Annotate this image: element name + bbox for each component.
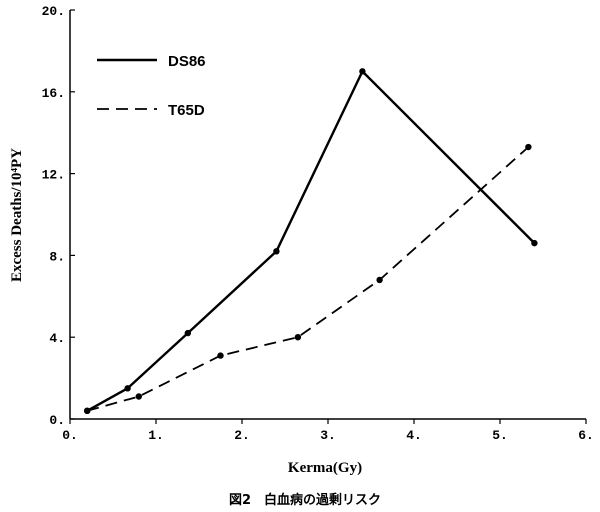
x-tick-label: 5. — [492, 428, 508, 443]
y-tick-label: 8. — [49, 249, 65, 264]
x-tick-label: 3. — [320, 428, 336, 443]
x-tick-label: 4. — [406, 428, 422, 443]
data-point-t65d — [525, 143, 532, 151]
legend: DS86 T65D — [97, 53, 206, 119]
data-point-t65d — [376, 276, 383, 284]
x-tick-label: 6. — [578, 428, 594, 443]
data-point-t65d — [84, 407, 91, 415]
y-axis-ticks: 0. 4. 8. 12. 16. 20. — [42, 4, 75, 428]
data-point-t65d — [217, 352, 224, 359]
y-axis-title: Excess Deaths/10⁴PY — [9, 148, 25, 282]
data-point-ds86 — [124, 385, 131, 392]
data-point-ds86 — [359, 68, 366, 75]
y-tick-label: 0. — [49, 413, 65, 428]
figure-caption: 図2 白血病の過剰リスク — [229, 492, 381, 508]
x-tick-label: 0. — [62, 428, 78, 443]
y-tick-label: 16. — [42, 86, 65, 101]
series-layer — [84, 68, 538, 415]
x-tick-label: 2. — [234, 428, 250, 443]
plot-frame — [69, 10, 586, 420]
x-tick-label: 1. — [148, 428, 164, 443]
y-tick-label: 20. — [42, 4, 65, 19]
y-tick-label: 12. — [42, 168, 65, 183]
data-point-ds86 — [273, 248, 280, 255]
series-line-t65d — [86, 146, 529, 412]
x-axis-title: Kerma(Gy) — [288, 460, 362, 476]
x-axis-ticks: 0. 1. 2. 3. 4. 5. 6. — [62, 419, 594, 443]
legend-label-t65d: T65D — [168, 102, 205, 119]
data-point-t65d — [135, 393, 142, 400]
data-point-t65d — [294, 334, 302, 341]
data-point-ds86 — [184, 329, 192, 337]
legend-label-ds86: DS86 — [168, 53, 206, 70]
data-point-ds86 — [531, 239, 538, 247]
series-line-ds86 — [86, 70, 536, 412]
y-tick-label: 4. — [49, 331, 65, 346]
